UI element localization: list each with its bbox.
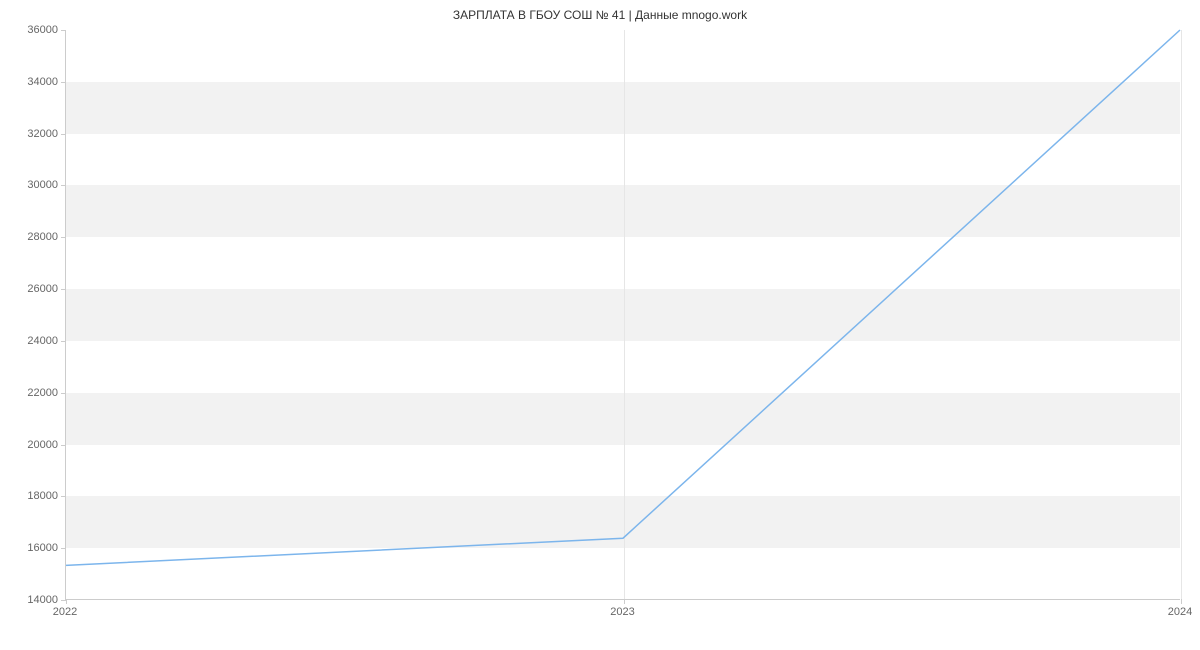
y-tick-mark <box>61 496 66 497</box>
x-tick-label: 2024 <box>1168 606 1192 618</box>
y-tick-mark <box>61 548 66 549</box>
y-tick-label: 24000 <box>8 335 58 347</box>
y-tick-mark <box>61 341 66 342</box>
y-tick-label: 26000 <box>8 283 58 295</box>
chart-title: ЗАРПЛАТА В ГБОУ СОШ № 41 | Данные mnogo.… <box>0 8 1200 22</box>
x-tick-label: 2023 <box>610 606 634 618</box>
y-tick-label: 30000 <box>8 179 58 191</box>
y-tick-mark <box>61 289 66 290</box>
plot-area <box>65 30 1180 600</box>
x-tick-label: 2022 <box>53 606 77 618</box>
y-tick-label: 28000 <box>8 231 58 243</box>
x-grid-line <box>1181 30 1182 599</box>
x-tick-mark <box>1181 599 1182 604</box>
y-tick-label: 22000 <box>8 387 58 399</box>
y-tick-label: 14000 <box>8 594 58 606</box>
y-tick-mark <box>61 393 66 394</box>
y-tick-label: 36000 <box>8 24 58 36</box>
y-tick-mark <box>61 185 66 186</box>
y-tick-label: 20000 <box>8 439 58 451</box>
x-tick-mark <box>624 599 625 604</box>
salary-line-chart: ЗАРПЛАТА В ГБОУ СОШ № 41 | Данные mnogo.… <box>0 0 1200 650</box>
x-tick-mark <box>66 599 67 604</box>
line-series <box>66 30 1180 565</box>
y-tick-mark <box>61 237 66 238</box>
y-tick-label: 34000 <box>8 76 58 88</box>
y-tick-mark <box>61 82 66 83</box>
y-tick-mark <box>61 30 66 31</box>
y-tick-label: 18000 <box>8 490 58 502</box>
y-tick-label: 32000 <box>8 128 58 140</box>
y-tick-label: 16000 <box>8 542 58 554</box>
y-tick-mark <box>61 134 66 135</box>
line-series-svg <box>66 30 1180 599</box>
y-tick-mark <box>61 445 66 446</box>
